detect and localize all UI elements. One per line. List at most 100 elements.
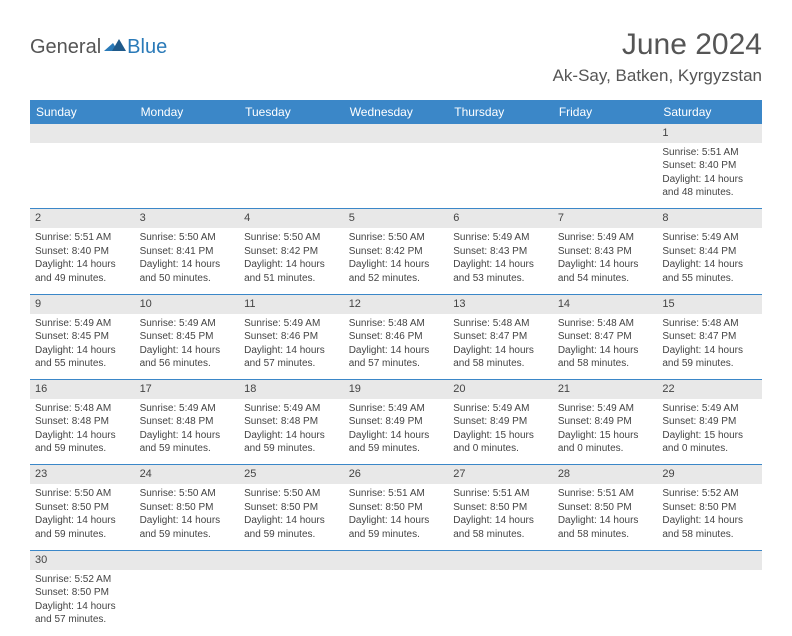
day-cell: Sunrise: 5:48 AMSunset: 8:47 PMDaylight:… xyxy=(448,314,553,380)
day-cell-content: Sunrise: 5:50 AMSunset: 8:42 PMDaylight:… xyxy=(349,231,444,285)
day-cell: Sunrise: 5:49 AMSunset: 8:43 PMDaylight:… xyxy=(448,228,553,294)
day-cell-content: Sunrise: 5:48 AMSunset: 8:47 PMDaylight:… xyxy=(453,317,548,371)
day-cell: Sunrise: 5:49 AMSunset: 8:46 PMDaylight:… xyxy=(239,314,344,380)
day-cell: Sunrise: 5:49 AMSunset: 8:48 PMDaylight:… xyxy=(135,399,240,465)
day-cell: Sunrise: 5:49 AMSunset: 8:49 PMDaylight:… xyxy=(657,399,762,465)
daynum-cell: 20 xyxy=(448,380,553,399)
daynum-cell: 23 xyxy=(30,465,135,484)
day-header: Saturday xyxy=(657,100,762,124)
day-header: Wednesday xyxy=(344,100,449,124)
week-row: Sunrise: 5:49 AMSunset: 8:45 PMDaylight:… xyxy=(30,314,762,380)
day-header: Tuesday xyxy=(239,100,344,124)
day-cell-content: Sunrise: 5:50 AMSunset: 8:41 PMDaylight:… xyxy=(140,231,235,285)
day-cell: Sunrise: 5:49 AMSunset: 8:49 PMDaylight:… xyxy=(344,399,449,465)
daynum-row: 1 xyxy=(30,124,762,143)
daynum-cell: 8 xyxy=(657,209,762,228)
daynum-cell: 29 xyxy=(657,465,762,484)
day-cell xyxy=(553,143,658,209)
daynum-cell xyxy=(448,550,553,569)
daynum-row: 2345678 xyxy=(30,209,762,228)
daynum-cell: 6 xyxy=(448,209,553,228)
daynum-cell xyxy=(135,550,240,569)
day-cell-content: Sunrise: 5:49 AMSunset: 8:45 PMDaylight:… xyxy=(35,317,130,371)
daynum-cell: 14 xyxy=(553,294,658,313)
day-cell xyxy=(239,143,344,209)
day-cell: Sunrise: 5:52 AMSunset: 8:50 PMDaylight:… xyxy=(30,570,135,636)
week-row: Sunrise: 5:51 AMSunset: 8:40 PMDaylight:… xyxy=(30,228,762,294)
daynum-cell: 10 xyxy=(135,294,240,313)
day-cell: Sunrise: 5:49 AMSunset: 8:45 PMDaylight:… xyxy=(30,314,135,380)
day-cell: Sunrise: 5:50 AMSunset: 8:41 PMDaylight:… xyxy=(135,228,240,294)
day-cell-content: Sunrise: 5:49 AMSunset: 8:49 PMDaylight:… xyxy=(453,402,548,456)
daynum-cell: 25 xyxy=(239,465,344,484)
daynum-cell: 28 xyxy=(553,465,658,484)
day-cell-content: Sunrise: 5:48 AMSunset: 8:48 PMDaylight:… xyxy=(35,402,130,456)
day-cell-content: Sunrise: 5:48 AMSunset: 8:46 PMDaylight:… xyxy=(349,317,444,371)
day-cell: Sunrise: 5:49 AMSunset: 8:49 PMDaylight:… xyxy=(448,399,553,465)
day-cell-content: Sunrise: 5:49 AMSunset: 8:49 PMDaylight:… xyxy=(349,402,444,456)
day-cell: Sunrise: 5:50 AMSunset: 8:42 PMDaylight:… xyxy=(239,228,344,294)
daynum-cell: 11 xyxy=(239,294,344,313)
day-cell xyxy=(448,570,553,636)
day-header-row: Sunday Monday Tuesday Wednesday Thursday… xyxy=(30,100,762,124)
day-cell: Sunrise: 5:51 AMSunset: 8:40 PMDaylight:… xyxy=(657,143,762,209)
daynum-cell: 13 xyxy=(448,294,553,313)
week-row: Sunrise: 5:51 AMSunset: 8:40 PMDaylight:… xyxy=(30,143,762,209)
calendar-table: Sunday Monday Tuesday Wednesday Thursday… xyxy=(30,100,762,636)
daynum-cell xyxy=(344,124,449,143)
day-cell-content: Sunrise: 5:50 AMSunset: 8:42 PMDaylight:… xyxy=(244,231,339,285)
day-cell xyxy=(448,143,553,209)
daynum-cell: 15 xyxy=(657,294,762,313)
day-header: Friday xyxy=(553,100,658,124)
day-cell: Sunrise: 5:50 AMSunset: 8:50 PMDaylight:… xyxy=(239,484,344,550)
day-header: Monday xyxy=(135,100,240,124)
week-row: Sunrise: 5:52 AMSunset: 8:50 PMDaylight:… xyxy=(30,570,762,636)
week-row: Sunrise: 5:48 AMSunset: 8:48 PMDaylight:… xyxy=(30,399,762,465)
day-cell: Sunrise: 5:48 AMSunset: 8:47 PMDaylight:… xyxy=(657,314,762,380)
daynum-cell: 7 xyxy=(553,209,658,228)
day-cell xyxy=(135,143,240,209)
day-cell-content: Sunrise: 5:52 AMSunset: 8:50 PMDaylight:… xyxy=(35,573,130,627)
day-cell xyxy=(30,143,135,209)
day-cell xyxy=(344,143,449,209)
day-cell: Sunrise: 5:49 AMSunset: 8:44 PMDaylight:… xyxy=(657,228,762,294)
daynum-cell: 16 xyxy=(30,380,135,399)
day-cell-content: Sunrise: 5:51 AMSunset: 8:40 PMDaylight:… xyxy=(662,146,757,200)
daynum-cell: 21 xyxy=(553,380,658,399)
location: Ak-Say, Batken, Kyrgyzstan xyxy=(553,66,762,86)
day-cell-content: Sunrise: 5:49 AMSunset: 8:48 PMDaylight:… xyxy=(140,402,235,456)
daynum-cell xyxy=(657,550,762,569)
day-cell xyxy=(657,570,762,636)
day-cell: Sunrise: 5:51 AMSunset: 8:50 PMDaylight:… xyxy=(448,484,553,550)
day-cell: Sunrise: 5:51 AMSunset: 8:50 PMDaylight:… xyxy=(553,484,658,550)
day-cell: Sunrise: 5:49 AMSunset: 8:45 PMDaylight:… xyxy=(135,314,240,380)
day-cell: Sunrise: 5:51 AMSunset: 8:50 PMDaylight:… xyxy=(344,484,449,550)
daynum-cell: 30 xyxy=(30,550,135,569)
logo: General Blue xyxy=(30,28,167,59)
daynum-cell xyxy=(344,550,449,569)
daynum-cell: 22 xyxy=(657,380,762,399)
daynum-row: 23242526272829 xyxy=(30,465,762,484)
day-cell: Sunrise: 5:49 AMSunset: 8:49 PMDaylight:… xyxy=(553,399,658,465)
day-cell-content: Sunrise: 5:49 AMSunset: 8:43 PMDaylight:… xyxy=(558,231,653,285)
daynum-cell: 1 xyxy=(657,124,762,143)
daynum-cell: 2 xyxy=(30,209,135,228)
daynum-row: 9101112131415 xyxy=(30,294,762,313)
day-cell-content: Sunrise: 5:51 AMSunset: 8:50 PMDaylight:… xyxy=(558,487,653,541)
day-cell: Sunrise: 5:49 AMSunset: 8:43 PMDaylight:… xyxy=(553,228,658,294)
daynum-cell xyxy=(239,550,344,569)
day-cell-content: Sunrise: 5:50 AMSunset: 8:50 PMDaylight:… xyxy=(244,487,339,541)
day-cell: Sunrise: 5:48 AMSunset: 8:48 PMDaylight:… xyxy=(30,399,135,465)
day-cell: Sunrise: 5:50 AMSunset: 8:42 PMDaylight:… xyxy=(344,228,449,294)
daynum-cell xyxy=(30,124,135,143)
day-cell: Sunrise: 5:52 AMSunset: 8:50 PMDaylight:… xyxy=(657,484,762,550)
day-cell xyxy=(344,570,449,636)
day-cell xyxy=(553,570,658,636)
daynum-cell: 3 xyxy=(135,209,240,228)
day-cell-content: Sunrise: 5:49 AMSunset: 8:46 PMDaylight:… xyxy=(244,317,339,371)
day-cell-content: Sunrise: 5:49 AMSunset: 8:49 PMDaylight:… xyxy=(662,402,757,456)
daynum-row: 16171819202122 xyxy=(30,380,762,399)
day-cell-content: Sunrise: 5:50 AMSunset: 8:50 PMDaylight:… xyxy=(35,487,130,541)
daynum-cell xyxy=(448,124,553,143)
daynum-cell: 5 xyxy=(344,209,449,228)
